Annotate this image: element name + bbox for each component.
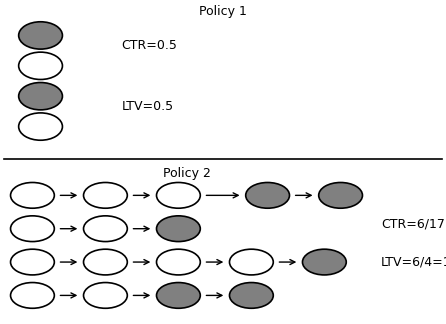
Circle shape	[319, 182, 363, 208]
Text: Policy 2: Policy 2	[163, 167, 211, 180]
Text: LTV=0.5: LTV=0.5	[122, 100, 174, 113]
Circle shape	[11, 249, 54, 275]
Circle shape	[157, 182, 200, 208]
Circle shape	[19, 22, 62, 49]
Circle shape	[11, 182, 54, 208]
Circle shape	[83, 182, 127, 208]
Circle shape	[246, 182, 289, 208]
Circle shape	[230, 249, 273, 275]
Text: CTR=6/17=0.35: CTR=6/17=0.35	[381, 217, 446, 230]
Circle shape	[157, 216, 200, 242]
Circle shape	[157, 249, 200, 275]
Circle shape	[230, 283, 273, 308]
Circle shape	[302, 249, 346, 275]
Circle shape	[19, 113, 62, 140]
Text: LTV=6/4=1.5: LTV=6/4=1.5	[381, 256, 446, 269]
Circle shape	[83, 216, 127, 242]
Circle shape	[11, 283, 54, 308]
Text: Policy 1: Policy 1	[199, 5, 247, 18]
Circle shape	[157, 283, 200, 308]
Circle shape	[83, 249, 127, 275]
Circle shape	[83, 283, 127, 308]
Text: CTR=0.5: CTR=0.5	[122, 39, 178, 52]
Circle shape	[19, 52, 62, 79]
Circle shape	[11, 216, 54, 242]
Circle shape	[19, 83, 62, 110]
